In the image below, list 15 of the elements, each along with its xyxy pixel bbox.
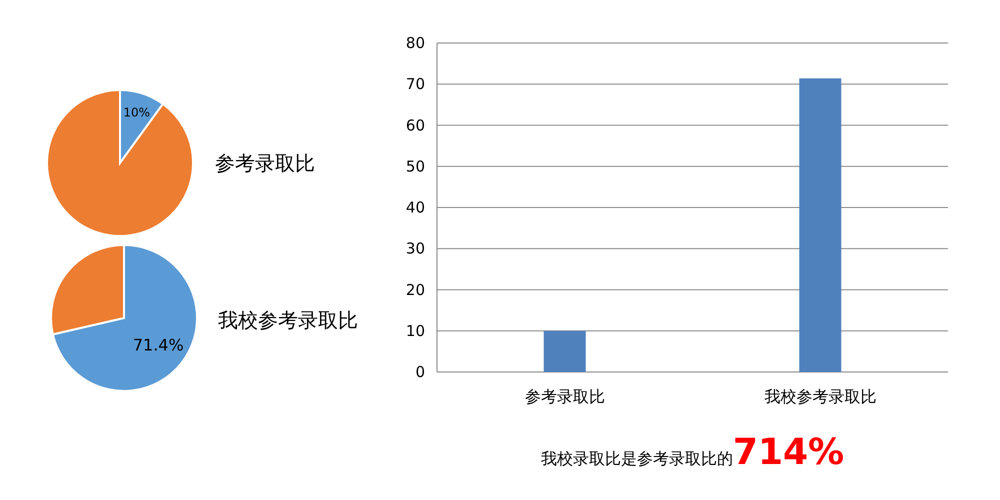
y-tick-label: 70 [406, 75, 425, 94]
text: 我校参考录取比 [218, 308, 358, 332]
y-tick-label: 50 [406, 157, 425, 176]
y-tick-label: 40 [406, 198, 425, 216]
text: 参考录取比 [215, 151, 315, 175]
y-tick-label: 0 [415, 363, 425, 381]
y-tick-label: 30 [406, 240, 425, 258]
y-tick-label: 20 [406, 280, 425, 299]
data-label: 10% [123, 106, 150, 120]
text: 714% [732, 432, 844, 473]
y-tick-label: 80 [406, 34, 425, 52]
text: 我校录取比是参考录取比的 [540, 449, 733, 468]
y-tick-label: 10 [406, 322, 425, 340]
y-tick-label: 60 [406, 116, 425, 134]
data-label: 71.4% [132, 335, 184, 354]
